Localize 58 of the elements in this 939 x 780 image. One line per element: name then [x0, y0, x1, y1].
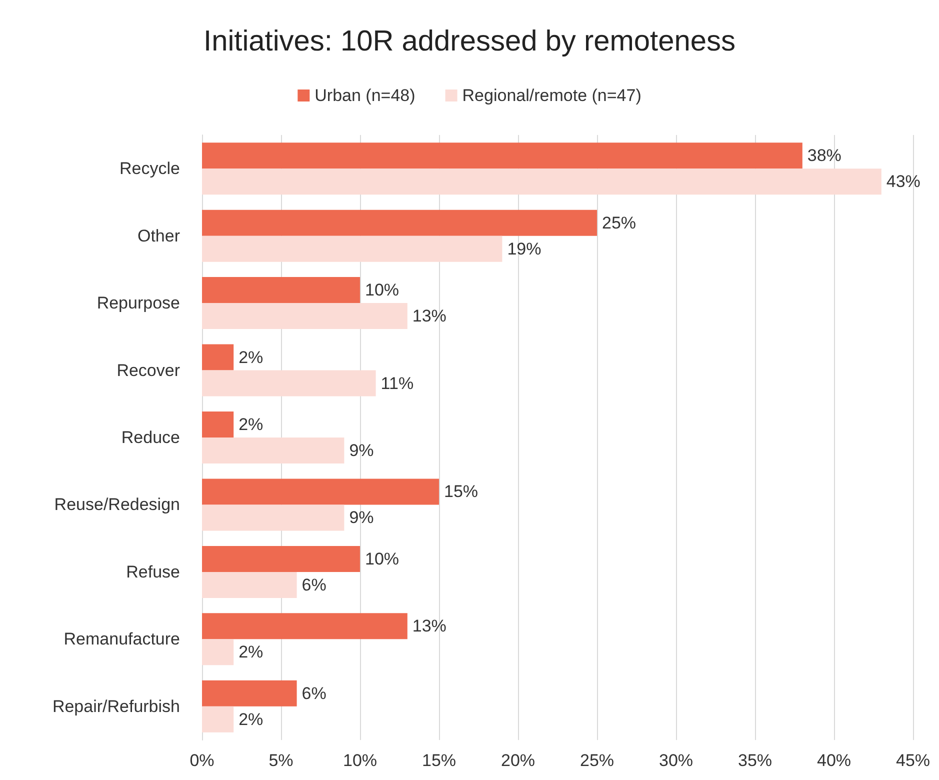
bar — [202, 370, 376, 396]
data-label: 25% — [602, 213, 636, 232]
bar — [202, 546, 360, 572]
data-label: 2% — [238, 642, 264, 662]
data-label: 10% — [365, 549, 400, 568]
bar — [202, 438, 344, 464]
y-tick-label: Recover — [116, 360, 180, 380]
data-label: 13% — [412, 616, 446, 636]
legend-label: Urban (n=48) — [314, 86, 416, 105]
bar — [202, 277, 360, 304]
data-label: 43% — [886, 172, 920, 192]
data-label: 9% — [349, 508, 374, 528]
x-tick-label: 45% — [896, 751, 930, 770]
legend-label: Regional/remote (n=47) — [462, 86, 642, 105]
bar — [202, 639, 234, 666]
x-tick-label: 30% — [658, 751, 694, 770]
data-label: 2% — [238, 348, 264, 367]
x-tick-label: 40% — [816, 751, 852, 770]
bar — [202, 303, 408, 330]
bar — [202, 210, 597, 236]
data-label: 2% — [238, 415, 264, 434]
data-label: 10% — [365, 280, 400, 300]
data-label: 15% — [444, 482, 478, 502]
bar — [202, 344, 234, 370]
y-tick-label: Refuse — [126, 562, 180, 582]
bar — [202, 478, 439, 505]
data-label: 6% — [302, 684, 326, 703]
x-tick-label: 10% — [342, 751, 378, 770]
data-label: 6% — [302, 575, 326, 594]
bar — [202, 142, 802, 169]
data-label: 19% — [507, 239, 542, 258]
x-tick-label: 20% — [500, 751, 536, 770]
data-label: 13% — [412, 306, 446, 326]
chart-title: Initiatives: 10R addressed by remoteness — [204, 26, 736, 58]
data-label: 2% — [238, 710, 264, 729]
x-tick-label: 0% — [190, 751, 214, 770]
bar — [202, 706, 234, 732]
y-tick-label: Remanufacture — [64, 630, 180, 649]
bar — [202, 572, 297, 598]
x-tick-label: 35% — [738, 751, 772, 770]
bar — [202, 236, 502, 262]
x-tick-label: 25% — [580, 751, 614, 770]
bar — [202, 680, 297, 706]
bar — [202, 412, 234, 438]
data-label: 38% — [807, 146, 842, 166]
bar — [202, 168, 882, 195]
y-tick-label: Reuse/Redesign — [54, 495, 180, 514]
y-tick-label: Repair/Refurbish — [52, 696, 180, 716]
y-tick-label: Recycle — [120, 159, 180, 178]
data-label: 11% — [380, 374, 414, 393]
bar — [202, 504, 344, 531]
data-label: 9% — [349, 441, 374, 460]
bar — [202, 613, 408, 640]
y-tick-label: Reduce — [121, 428, 180, 447]
y-tick-label: Other — [137, 226, 180, 246]
x-tick-label: 5% — [268, 751, 294, 770]
y-tick-label: Repurpose — [96, 294, 180, 313]
x-tick-label: 15% — [422, 751, 456, 770]
